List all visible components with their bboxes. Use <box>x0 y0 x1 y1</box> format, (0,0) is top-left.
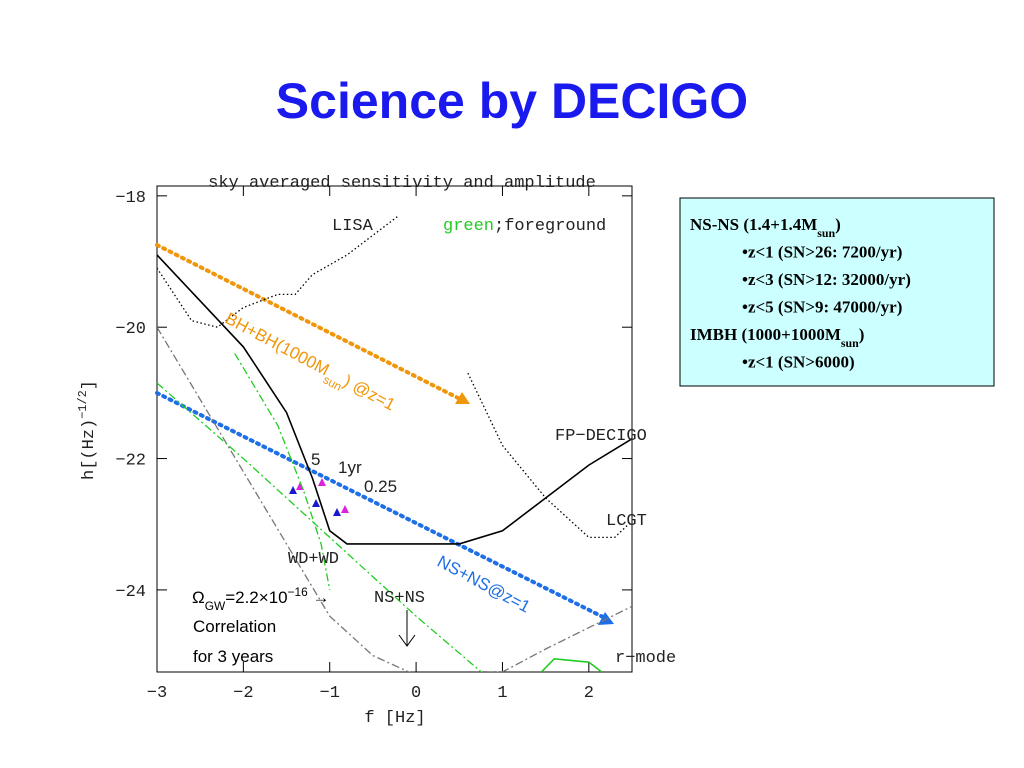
y-tick-label: −20 <box>115 320 146 339</box>
omega-label-part: → <box>308 588 330 607</box>
x-tick-label: 2 <box>584 684 594 703</box>
info-line: IMBH (1000+1000Msun) <box>690 325 864 350</box>
series-line <box>157 254 632 545</box>
ns-ns-arrow-head <box>398 634 416 647</box>
series-line <box>234 353 331 591</box>
y-axis-label-part: −1/2 <box>76 390 90 419</box>
info-line-part: sun <box>817 226 835 240</box>
curve-label: FP−DECIGO <box>555 427 647 446</box>
curve-label: LISA <box>332 217 374 236</box>
info-line-part: sun <box>841 336 859 350</box>
info-line-part: •z<1 (SN>6000) <box>742 353 855 372</box>
foreground-label: green;foreground <box>443 217 606 236</box>
x-tick-label: −3 <box>147 684 167 703</box>
marker <box>341 505 349 513</box>
bh-label-part: BH+BH(1000M <box>222 309 332 380</box>
curve-label: r−mode <box>615 649 676 668</box>
x-axis-label: f [Hz] <box>364 709 425 728</box>
point-label: 0.25 <box>364 477 397 496</box>
info-line-part: •z<3 (SN>12: 32000/yr) <box>742 270 911 289</box>
foreground-label-part: green <box>443 217 494 236</box>
omega-label: ΩGW=2.2×10−16 → <box>192 585 330 613</box>
bh-label-part: ) @z=1 <box>340 372 398 415</box>
curve-label: NS+NS <box>374 589 425 608</box>
foreground-label-part: ;foreground <box>494 217 606 236</box>
point-label: 5 <box>311 450 320 469</box>
series-line <box>157 215 400 328</box>
omega-label-part: −16 <box>288 585 309 599</box>
x-tick-label: 1 <box>497 684 507 703</box>
y-tick-label: −18 <box>115 189 146 208</box>
info-line: •z<1 (SN>6000) <box>742 353 855 372</box>
y-axis-label: h[(Hz)−1/2] <box>76 380 99 480</box>
omega-label-part: =2.2×10 <box>225 588 287 607</box>
bh-arrow <box>155 243 464 402</box>
info-line-part: •z<5 (SN>9: 47000/yr) <box>742 298 902 317</box>
bh-arrow-head <box>455 392 470 404</box>
series-line <box>467 372 632 539</box>
info-line-part: IMBH (1000+1000M <box>690 325 841 344</box>
ns-arrow <box>155 391 607 620</box>
correlation-label: for 3 years <box>193 647 273 666</box>
bh-label: BH+BH(1000Msun) @z=1 <box>219 309 398 420</box>
y-axis-label-part: h[(Hz) <box>80 419 99 480</box>
info-line-part: NS-NS (1.4+1.4M <box>690 215 817 234</box>
info-line: •z<5 (SN>9: 47000/yr) <box>742 298 902 317</box>
info-line: •z<3 (SN>12: 32000/yr) <box>742 270 911 289</box>
marker <box>289 486 297 494</box>
info-line: NS-NS (1.4+1.4Msun) <box>690 215 841 240</box>
info-box <box>679 197 995 387</box>
x-tick-label: −1 <box>320 684 340 703</box>
series-line <box>157 382 483 672</box>
y-axis-label-part: ] <box>80 380 99 390</box>
info-line-part: ) <box>835 215 841 234</box>
correlation-label: Correlation <box>193 617 276 636</box>
y-tick-label: −22 <box>115 452 146 471</box>
omega-label-part: Ω <box>192 588 205 607</box>
sensitivity-markers <box>289 478 349 516</box>
x-tick-label: −2 <box>233 684 253 703</box>
curve-label: WD+WD <box>288 550 339 569</box>
marker <box>318 478 326 486</box>
plot-frame <box>156 185 633 673</box>
info-line: •z<1 (SN>26: 7200/yr) <box>742 243 902 262</box>
omega-label-part: GW <box>205 599 226 613</box>
info-line-part: ) <box>859 325 865 344</box>
x-tick-label: 0 <box>411 684 421 703</box>
point-label: 1yr <box>338 458 362 477</box>
y-tick-label: −24 <box>115 583 146 602</box>
plot-lines <box>157 215 632 672</box>
curve-label: LCGT <box>606 512 647 531</box>
info-line-part: •z<1 (SN>26: 7200/yr) <box>742 243 902 262</box>
chart-title: sky averaged sensitivity and amplitude <box>208 174 596 193</box>
slide-title: Science by DECIGO <box>276 73 748 129</box>
series-line <box>157 326 632 672</box>
ns-label: NS+NS@z=1 <box>434 552 533 617</box>
series-line <box>540 658 603 672</box>
marker <box>312 499 320 507</box>
marker <box>333 508 341 516</box>
